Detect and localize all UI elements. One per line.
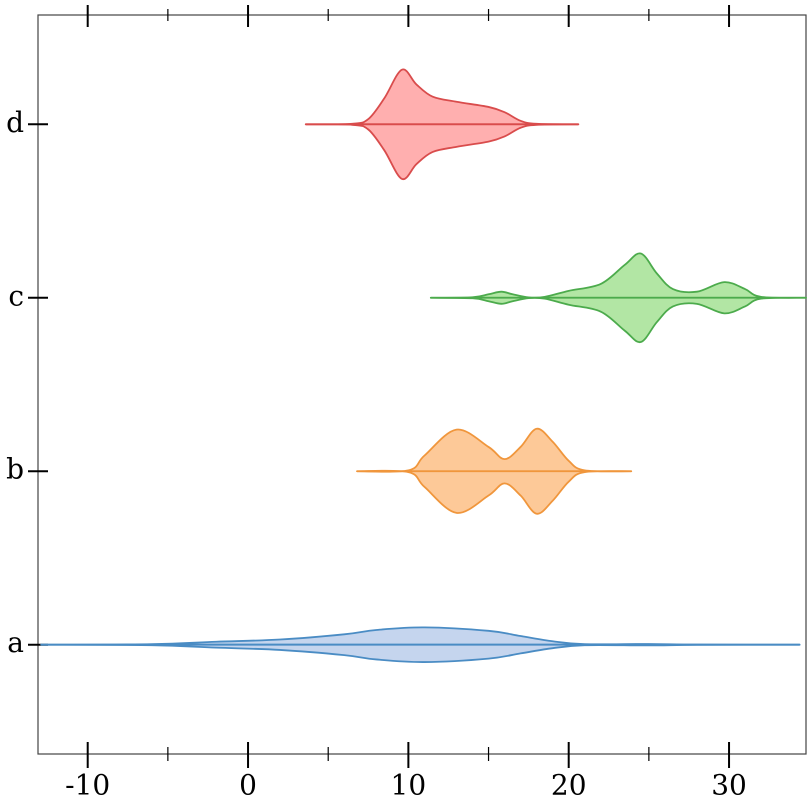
plot-frame [37,14,807,755]
violin-half [40,643,801,663]
x-tick-label: 0 [239,769,257,802]
violin-half [40,626,801,646]
x-tick-label: 30 [711,769,747,802]
violin-half [304,123,580,181]
violin-half [304,68,580,126]
y-tick-label: a [7,626,24,659]
y-tick-label: b [6,453,24,486]
violin-half [429,252,807,299]
y-tick-label: d [6,106,24,139]
y-tick-label: c [8,279,24,312]
x-tick-label: 20 [551,769,587,802]
x-tick-label: -10 [65,769,110,802]
violin-half [356,427,633,473]
x-tick-label: 10 [391,769,427,802]
violin-half [429,296,807,344]
violin-half [356,469,633,515]
